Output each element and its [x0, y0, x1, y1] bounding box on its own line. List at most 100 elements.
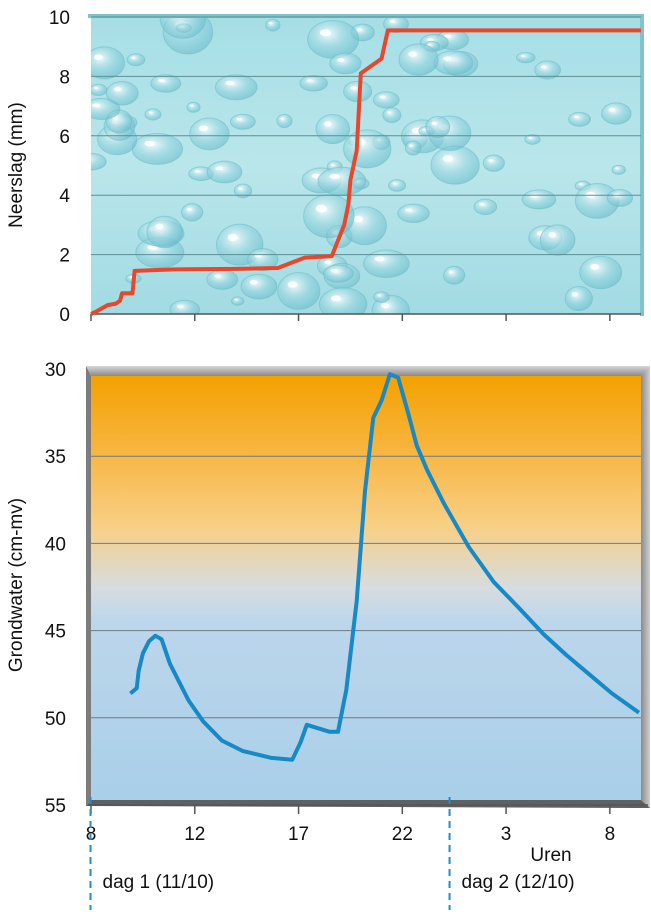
water-droplet — [206, 160, 243, 184]
groundwater-x-tick-label: 22 — [392, 824, 413, 845]
groundwater-plot-background — [91, 376, 641, 800]
groundwater-y-axis-title: Grondwater (cm-mv) — [6, 498, 27, 672]
rainfall-y-tick-label: 0 — [59, 305, 70, 326]
water-droplet-highlight — [225, 80, 235, 86]
water-droplet — [473, 198, 498, 216]
water-droplet-highlight — [389, 19, 396, 23]
water-droplet — [443, 265, 466, 285]
water-droplet — [276, 113, 293, 129]
water-droplet-highlight — [306, 79, 313, 82]
water-droplet-highlight — [269, 22, 273, 25]
water-droplet-highlight — [249, 280, 258, 285]
water-droplet — [231, 296, 245, 306]
water-droplet — [247, 248, 279, 272]
water-droplet-highlight — [589, 263, 600, 270]
water-droplet-highlight — [186, 207, 192, 211]
water-droplet — [150, 74, 182, 93]
water-droplet — [564, 286, 593, 312]
water-droplet-highlight — [350, 86, 357, 90]
water-droplet — [516, 51, 536, 64]
water-droplet — [323, 264, 354, 283]
water-droplet-highlight — [548, 232, 557, 238]
water-droplet — [214, 74, 258, 101]
groundwater-y-tick-label: 55 — [45, 796, 66, 817]
day-markers: dag 1 (11/10) dag 2 (12/10) — [89, 797, 575, 910]
water-droplet-highlight — [479, 202, 485, 206]
water-droplet — [144, 108, 162, 121]
water-droplet-highlight — [158, 78, 165, 83]
water-droplet — [373, 291, 390, 303]
water-droplet-highlight — [330, 295, 342, 302]
water-droplet-highlight — [409, 144, 413, 147]
groundwater-x-tick-label: 12 — [184, 824, 205, 845]
water-droplet — [126, 53, 146, 67]
water-droplet-highlight — [324, 121, 332, 127]
rainfall-y-tick-label: 10 — [49, 8, 70, 29]
water-droplet — [299, 75, 328, 92]
water-droplet — [404, 140, 422, 156]
groundwater-x-tick-label: 17 — [288, 824, 309, 845]
water-droplet — [159, 17, 207, 39]
rainfall-panel: 0 2 4 6 8 10 Neerslag (mm) — [6, 7, 644, 326]
water-droplet-highlight — [356, 28, 362, 32]
water-droplet-highlight — [227, 233, 238, 242]
rainfall-gridlines — [91, 16, 641, 256]
water-droplet — [91, 152, 107, 171]
water-droplet — [534, 60, 562, 80]
groundwater-gridlines — [91, 455, 641, 719]
rainfall-y-tick-label: 2 — [59, 246, 70, 267]
water-droplet-highlight — [234, 298, 238, 301]
water-droplet — [91, 83, 108, 96]
water-droplet — [318, 287, 368, 314]
water-droplet-highlight — [148, 111, 153, 114]
groundwater-x-tick-label: 8 — [605, 824, 616, 845]
groundwater-x-tick-labels: 812172238 — [86, 824, 615, 845]
water-droplet-highlight — [324, 260, 332, 265]
water-droplet — [317, 166, 367, 196]
water-droplet — [146, 215, 183, 249]
water-droplet-highlight — [194, 170, 201, 173]
water-droplet — [315, 113, 351, 145]
water-droplet — [568, 111, 592, 127]
water-droplet — [521, 189, 557, 210]
water-droplet-highlight — [444, 34, 452, 39]
day-marker-label: dag 2 (12/10) — [462, 872, 575, 893]
water-droplet — [382, 107, 402, 124]
water-droplet — [363, 249, 410, 278]
water-droplet-highlight — [131, 56, 136, 59]
water-droplet — [206, 269, 239, 290]
water-droplet-highlight — [330, 163, 335, 167]
water-droplet-highlight — [83, 157, 90, 160]
water-droplet-highlight — [448, 270, 454, 274]
water-droplet-highlight — [405, 208, 413, 212]
water-droplet — [430, 145, 480, 185]
water-droplet-highlight — [528, 136, 532, 139]
water-droplet-highlight — [387, 111, 392, 114]
groundwater-y-tick-label: 40 — [45, 534, 66, 555]
water-droplet — [169, 299, 201, 314]
water-droplet-highlight — [92, 103, 101, 108]
water-droplet — [397, 203, 430, 224]
water-droplet-highlight — [379, 95, 386, 99]
water-droplet — [307, 19, 360, 59]
water-droplet-highlight — [236, 117, 242, 121]
water-droplet-highlight — [381, 302, 390, 309]
water-droplet-highlight — [94, 86, 98, 89]
groundwater-panel: 30 35 40 45 50 55 Grondwater (cm-mv) 8 12 17 22 3… — [6, 360, 650, 866]
water-droplet — [91, 46, 126, 80]
water-droplet — [265, 18, 281, 32]
water-droplet-highlight — [171, 7, 181, 14]
water-droplet-highlight — [488, 158, 493, 162]
water-droplet — [240, 273, 278, 300]
rainfall-frame-top — [88, 14, 644, 18]
water-droplet-highlight — [330, 269, 338, 273]
water-droplet-highlight — [287, 281, 298, 288]
groundwater-x-tick-label: 3 — [501, 824, 512, 845]
water-droplet-highlight — [615, 167, 619, 170]
groundwater-y-tick-label: 45 — [45, 622, 66, 643]
water-droplet-highlight — [377, 294, 381, 297]
water-droplet-highlight — [520, 54, 526, 57]
water-droplet — [539, 224, 576, 256]
water-droplet-highlight — [571, 292, 578, 297]
water-droplet — [229, 113, 256, 130]
